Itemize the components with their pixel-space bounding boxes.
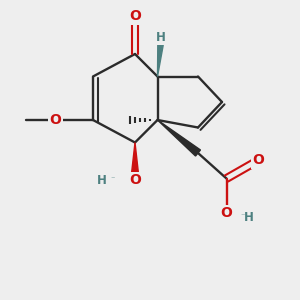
- Polygon shape: [158, 120, 200, 156]
- Text: ⁻: ⁻: [110, 174, 115, 183]
- Text: O: O: [129, 173, 141, 187]
- Text: H: H: [97, 173, 107, 187]
- Polygon shape: [131, 142, 139, 180]
- Text: O: O: [220, 206, 232, 220]
- Polygon shape: [158, 45, 163, 76]
- Text: H: H: [156, 31, 165, 44]
- Text: O: O: [129, 10, 141, 23]
- Text: O: O: [50, 113, 61, 127]
- Text: ⁻: ⁻: [241, 211, 245, 220]
- Text: O: O: [252, 154, 264, 167]
- Text: H: H: [244, 211, 254, 224]
